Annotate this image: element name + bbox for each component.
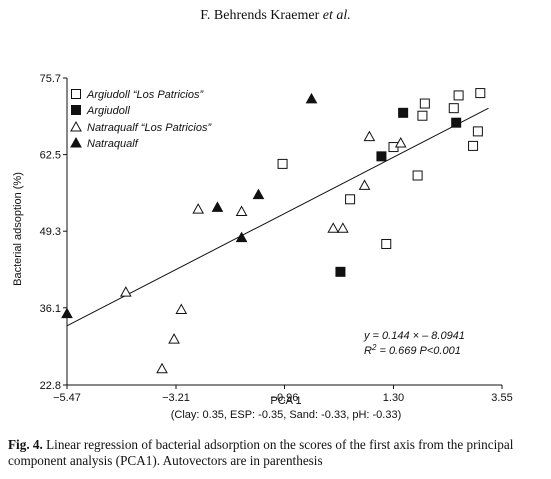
legend-marker-1 [71, 105, 81, 115]
data-point-series-0 [417, 110, 428, 121]
data-point-series-2 [175, 303, 188, 315]
data-point-series-0 [381, 238, 392, 249]
data-point-series-2 [168, 333, 180, 344]
data-point-series-1 [398, 107, 409, 118]
y-tick-label: 49.3 [40, 226, 61, 238]
legend-entry-natraqualf-lp: Natraqualf “Los Patricios” [87, 122, 212, 134]
data-point-series-0 [412, 170, 423, 181]
regression-formula: y = 0.144 × – 8.0941 [363, 330, 465, 342]
data-point-series-2 [235, 205, 248, 216]
data-point-series-2 [394, 136, 407, 148]
header-author: F. Behrends Kraemer [200, 8, 320, 23]
data-point-series-2 [337, 222, 349, 233]
running-header: F. Behrends Kraemer et al. [0, 8, 551, 24]
tick-labels: 22.8 36.1 49.3 62.5 75.7 −5.47 −3.21 −0.96 1.30 3… [40, 73, 513, 404]
legend: Argiudoll “Los Patricios” Argiudoll Natr… [70, 89, 212, 150]
data-point-series-3 [211, 201, 224, 212]
x-tick-label: −0.96 [271, 392, 299, 404]
x-axis-sublabel: (Clay: 0.35, ESP: -0.35, Sand: -0.33, pH… [171, 409, 402, 421]
x-tick-label: 1.30 [383, 392, 404, 404]
data-point-series-0 [468, 140, 479, 151]
y-tick-label: 62.5 [40, 150, 61, 162]
data-point-series-3 [61, 307, 73, 319]
regression-r2: R2 = 0.669 P<0.001 [364, 343, 461, 357]
r2-superscript: 2 [371, 343, 377, 352]
x-tick-label: −5.47 [53, 392, 81, 404]
y-tick-label: 75.7 [40, 73, 61, 85]
data-point-series-2 [192, 203, 205, 214]
data-point-series-3 [305, 92, 318, 104]
y-tick-label: 22.8 [40, 380, 61, 392]
data-point-series-0 [345, 194, 356, 205]
caption-text: Linear regression of bacterial adsorptio… [8, 437, 514, 468]
data-point-series-1 [335, 266, 346, 277]
legend-marker-2 [70, 120, 82, 132]
data-point-series-1 [451, 117, 462, 128]
y-axis-label: Bacterial adsoption (%) [12, 172, 24, 286]
regression-line [66, 107, 489, 327]
data-point-series-0 [448, 103, 459, 114]
header-etal: et al. [319, 8, 351, 23]
data-point-series-2 [327, 222, 340, 233]
r2-letter: R [364, 345, 372, 357]
legend-entry-argiudoll-lp: Argiudoll “Los Patricios” [86, 89, 204, 101]
x-axis-label: PCA 1 [270, 395, 301, 407]
data-point-series-2 [156, 362, 168, 374]
regression-equation: y = 0.144 × – 8.0941 R2 = 0.669 P<0.001 [363, 330, 465, 357]
data-point-series-2 [119, 286, 132, 297]
figure-caption: Fig. 4. Linear regression of bacterial a… [8, 437, 546, 469]
data-point-series-2 [358, 179, 371, 190]
axes-layer [63, 77, 503, 389]
data-point-series-0 [472, 126, 483, 137]
y-tick-label: 36.1 [40, 303, 61, 315]
data-point-series-0 [419, 98, 430, 109]
data-point-series-0 [453, 90, 464, 101]
scatter-chart: 22.8 36.1 49.3 62.5 75.7 −5.47 −3.21 −0.96 1.30 3… [12, 73, 513, 421]
legend-marker-3 [70, 136, 82, 148]
data-point-series-3 [252, 188, 265, 200]
points-layer [61, 88, 486, 374]
data-point-series-1 [376, 151, 387, 162]
r2-value: = 0.669 P<0.001 [376, 345, 460, 357]
caption-label: Fig. 4. [8, 437, 43, 452]
legend-marker-0 [71, 89, 81, 99]
legend-entry-argiudoll: Argiudoll [86, 105, 130, 117]
data-point-series-2 [363, 130, 376, 142]
x-tick-label: 3.55 [491, 392, 512, 404]
legend-markers [70, 89, 82, 148]
data-point-series-0 [475, 88, 486, 99]
x-tick-label: −3.21 [162, 392, 190, 404]
data-point-series-0 [277, 158, 288, 169]
data-point-series-3 [235, 231, 248, 243]
legend-entry-natraqualf: Natraqualf [87, 138, 139, 150]
